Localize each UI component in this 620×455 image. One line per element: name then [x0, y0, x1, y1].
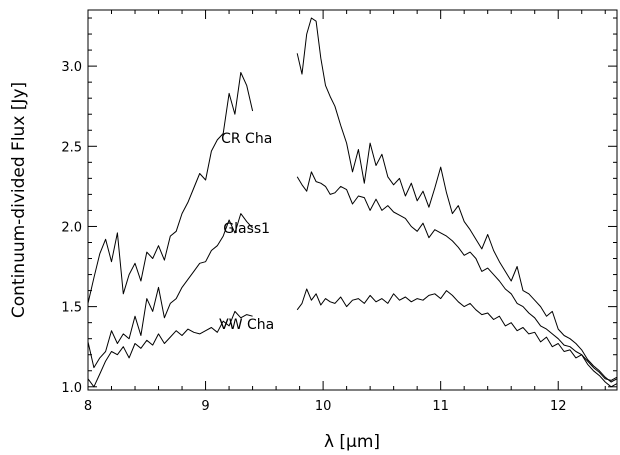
y-tick-label: 1.0: [61, 381, 82, 396]
x-tick-label: 12: [550, 399, 567, 414]
x-tick-label: 9: [201, 399, 209, 414]
series-annotation: Glass1: [223, 221, 270, 237]
series-layer: [87, 17, 618, 388]
x-axis-title: λ [μm]: [324, 432, 380, 452]
x-tick-label: 10: [315, 399, 332, 414]
plot-frame: [87, 9, 618, 391]
tick-layer: 8 9 10 11 12 1.0 1.5 2.0 2.5 3.0: [61, 10, 617, 414]
series-line-0: [87, 17, 618, 383]
x-tick-label: 11: [432, 399, 449, 414]
series-annotation: VW Cha: [219, 317, 274, 333]
series-line-2: [87, 288, 618, 388]
y-tick-label: 3.0: [61, 60, 82, 75]
x-tick-label: 8: [84, 399, 92, 414]
annotation-layer: CR Cha Glass1 VW Cha: [219, 131, 274, 333]
series-line-1: [87, 171, 618, 381]
y-tick-label: 2.5: [61, 140, 82, 155]
series-annotation: CR Cha: [221, 131, 272, 147]
y-tick-label: 1.5: [61, 301, 82, 316]
y-axis-title: Continuum-divided Flux [Jy]: [9, 82, 29, 318]
y-tick-label: 2.0: [61, 220, 82, 235]
